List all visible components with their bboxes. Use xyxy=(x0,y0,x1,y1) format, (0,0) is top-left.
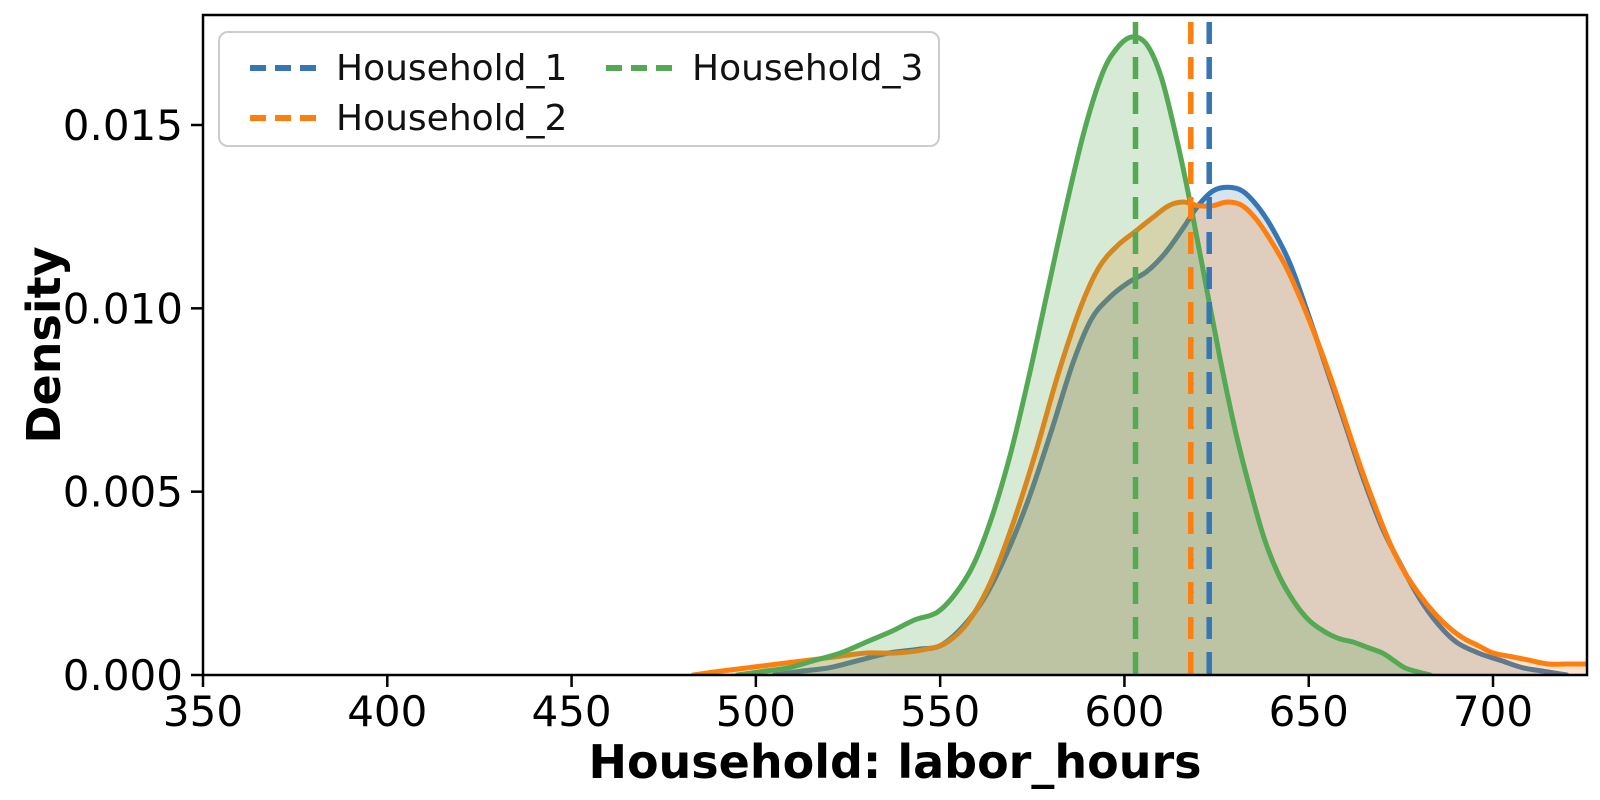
series-household_2 xyxy=(690,199,1587,675)
kde-line-household_3 xyxy=(734,34,1433,675)
x-axis-label: Household: labor_hours xyxy=(588,735,1202,789)
x-tick-label: 550 xyxy=(900,687,980,736)
y-tick-label: 0.015 xyxy=(63,101,183,150)
x-axis-ticks: 350 400 450 500 550 600 650 700 xyxy=(163,675,1533,736)
legend-label-household-1: Household_1 xyxy=(336,47,568,89)
x-tick-label: 450 xyxy=(531,687,611,736)
x-tick-label: 700 xyxy=(1453,687,1533,736)
x-tick-label: 650 xyxy=(1269,687,1349,736)
legend-entry-household-1: Household_1 xyxy=(250,45,567,91)
kde-line-household_2 xyxy=(690,199,1587,675)
y-tick-label: 0.000 xyxy=(63,651,183,700)
legend-entry-household-2: Household_2 xyxy=(250,95,567,141)
legend-label-household-2: Household_2 xyxy=(336,97,568,139)
legend: Household_1 Household_2 Household_3 xyxy=(218,31,940,147)
x-tick-label: 600 xyxy=(1084,687,1164,736)
y-tick-label: 0.005 xyxy=(63,468,183,517)
x-tick-label: 500 xyxy=(716,687,796,736)
kde-fill-household_1 xyxy=(774,187,1567,675)
y-axis-label: Density xyxy=(17,246,71,444)
legend-entry-household-3: Household_3 xyxy=(606,45,923,91)
x-tick-label: 350 xyxy=(163,687,243,736)
dashed-line-sample-blue-icon xyxy=(250,65,316,71)
kde-fill-household_2 xyxy=(693,202,1586,675)
series-household_3 xyxy=(734,34,1433,675)
legend-label-household-3: Household_3 xyxy=(692,47,924,89)
y-axis-ticks: 0.000 0.005 0.010 0.015 xyxy=(63,101,203,700)
dashed-line-sample-orange-icon xyxy=(250,115,316,121)
y-tick-label: 0.010 xyxy=(63,284,183,333)
x-tick-label: 400 xyxy=(347,687,427,736)
plot-border xyxy=(201,13,1589,677)
dashed-line-sample-green-icon xyxy=(606,65,672,71)
